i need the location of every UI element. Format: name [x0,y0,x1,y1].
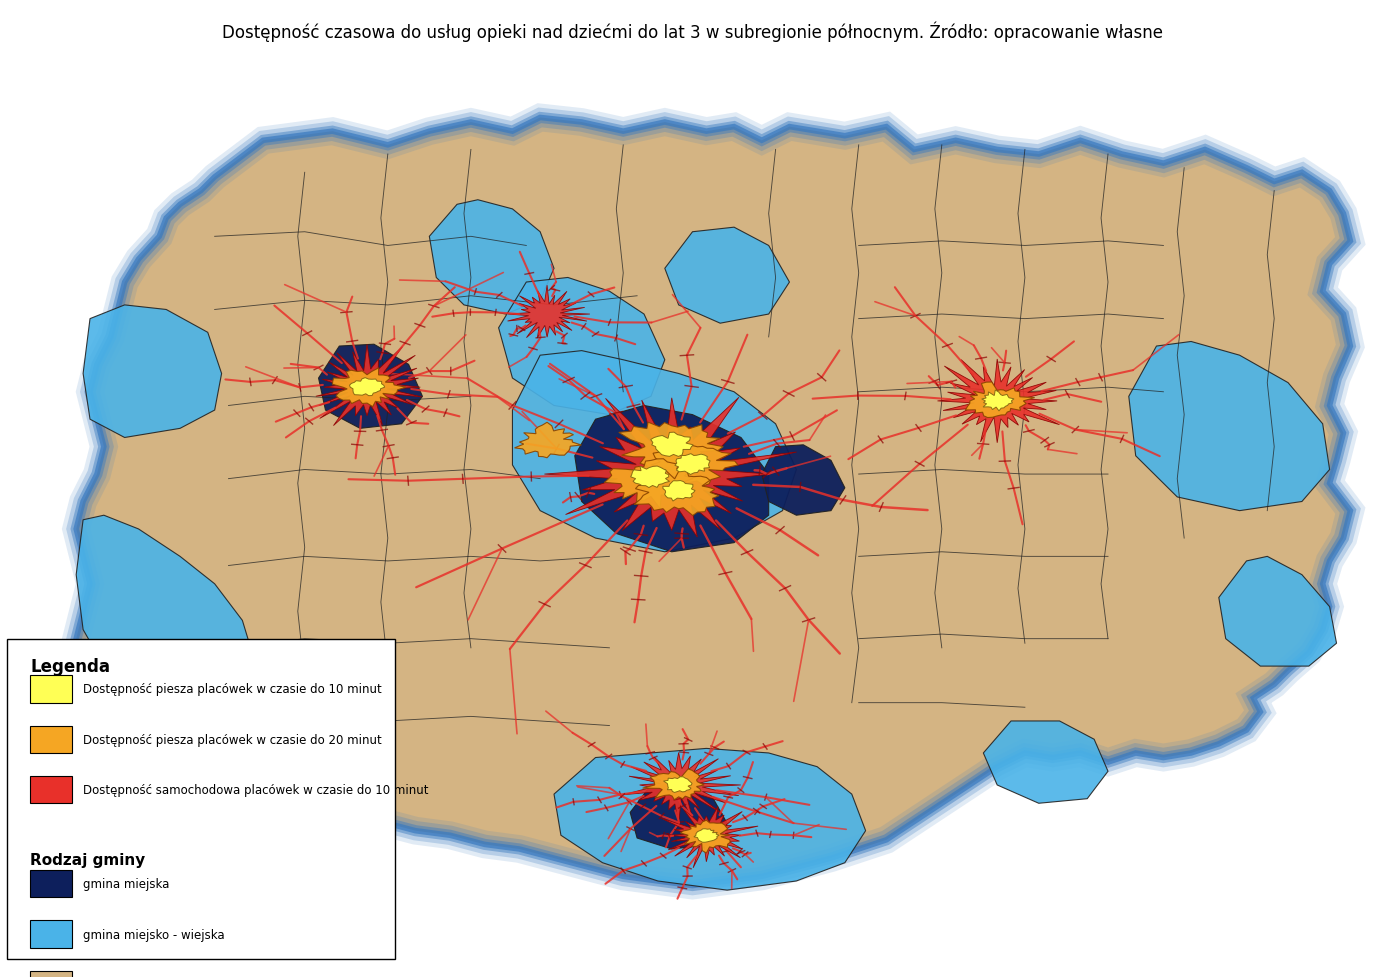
Text: Rodzaj gminy: Rodzaj gminy [30,852,145,867]
Polygon shape [512,352,796,552]
Polygon shape [938,360,1060,444]
Polygon shape [680,821,730,853]
Polygon shape [1219,557,1337,666]
Polygon shape [619,423,723,474]
Polygon shape [1129,342,1330,511]
Polygon shape [515,423,582,458]
Polygon shape [623,752,741,825]
FancyBboxPatch shape [30,920,72,948]
Polygon shape [630,467,669,488]
Polygon shape [349,378,385,397]
Polygon shape [575,406,769,552]
Text: Legenda: Legenda [30,658,111,675]
Polygon shape [663,481,695,501]
Text: Dostępność piesza placówek w czasie do 20 minut: Dostępność piesza placówek w czasie do 2… [83,733,382,746]
Polygon shape [663,777,692,792]
FancyBboxPatch shape [30,970,72,977]
Polygon shape [982,391,1014,411]
Polygon shape [499,278,665,415]
Polygon shape [544,398,796,537]
FancyBboxPatch shape [30,871,72,898]
Polygon shape [554,748,866,890]
Polygon shape [332,368,406,407]
Text: gmina miejsko - wiejska: gmina miejsko - wiejska [83,927,224,941]
Polygon shape [76,118,1350,885]
Polygon shape [429,200,554,315]
Polygon shape [983,721,1108,803]
Polygon shape [83,306,222,438]
Polygon shape [643,769,704,800]
FancyBboxPatch shape [7,639,395,958]
Polygon shape [694,828,719,842]
Polygon shape [651,446,738,487]
Polygon shape [965,383,1035,418]
Text: Dostępność piesza placówek w czasie do 10 minut: Dostępność piesza placówek w czasie do 1… [83,683,382,696]
Polygon shape [661,807,758,868]
Polygon shape [630,786,727,849]
Polygon shape [319,345,422,429]
Text: Dostępność czasowa do usług opieki nad dziećmi do lat 3 w subregionie północnym.: Dostępność czasowa do usług opieki nad d… [222,21,1163,42]
Polygon shape [76,516,256,712]
Polygon shape [651,433,692,457]
FancyBboxPatch shape [30,776,72,803]
Polygon shape [762,446,845,516]
Text: Dostępność samochodowa placówek w czasie do 10 minut: Dostępność samochodowa placówek w czasie… [83,784,428,796]
Polygon shape [316,345,422,426]
Text: gmina miejska: gmina miejska [83,877,169,890]
Polygon shape [665,228,789,323]
Polygon shape [507,286,590,339]
FancyBboxPatch shape [30,675,72,703]
FancyBboxPatch shape [30,726,72,753]
Polygon shape [674,454,711,475]
Polygon shape [634,467,719,516]
Polygon shape [604,459,692,509]
